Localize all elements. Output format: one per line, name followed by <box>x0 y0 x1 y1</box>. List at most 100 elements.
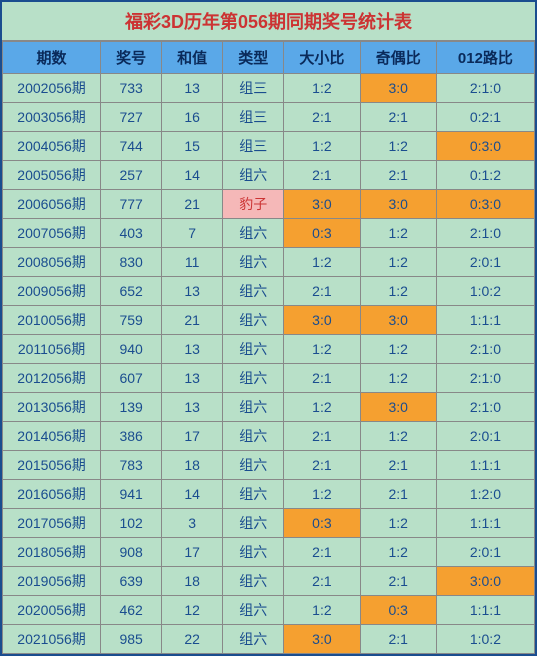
cell: 13 <box>162 393 223 422</box>
cell: 组六 <box>223 306 284 335</box>
table-body: 2002056期73313组三1:23:02:1:02003056期72716组… <box>3 74 535 654</box>
cell: 2012056期 <box>3 364 101 393</box>
cell: 2018056期 <box>3 538 101 567</box>
cell: 17 <box>162 422 223 451</box>
cell: 1:1:1 <box>436 451 534 480</box>
cell: 2:1 <box>284 161 360 190</box>
cell: 639 <box>101 567 162 596</box>
cell: 1:2 <box>360 538 436 567</box>
cell: 1:2 <box>360 509 436 538</box>
cell: 1:2 <box>360 277 436 306</box>
table-row: 2010056期75921组六3:03:01:1:1 <box>3 306 535 335</box>
cell: 139 <box>101 393 162 422</box>
cell: 2:1 <box>360 567 436 596</box>
cell: 2:1 <box>284 277 360 306</box>
cell: 13 <box>162 335 223 364</box>
cell: 908 <box>101 538 162 567</box>
cell: 652 <box>101 277 162 306</box>
cell: 2:1 <box>360 480 436 509</box>
cell: 0:3 <box>360 596 436 625</box>
cell: 783 <box>101 451 162 480</box>
cell: 1:2 <box>360 132 436 161</box>
cell: 1:2 <box>284 480 360 509</box>
cell: 2:1 <box>360 103 436 132</box>
cell: 2011056期 <box>3 335 101 364</box>
cell: 组三 <box>223 103 284 132</box>
cell: 组六 <box>223 364 284 393</box>
table-row: 2009056期65213组六2:11:21:0:2 <box>3 277 535 306</box>
cell: 1:0:2 <box>436 277 534 306</box>
table-row: 2006056期77721豹子3:03:00:3:0 <box>3 190 535 219</box>
cell: 2014056期 <box>3 422 101 451</box>
cell: 1:2 <box>284 596 360 625</box>
cell: 15 <box>162 132 223 161</box>
cell: 2:1:0 <box>436 364 534 393</box>
cell: 2007056期 <box>3 219 101 248</box>
cell: 3:0:0 <box>436 567 534 596</box>
cell: 2021056期 <box>3 625 101 654</box>
cell: 386 <box>101 422 162 451</box>
table-row: 2008056期83011组六1:21:22:0:1 <box>3 248 535 277</box>
cell: 2010056期 <box>3 306 101 335</box>
cell: 2:1:0 <box>436 74 534 103</box>
table-row: 2002056期73313组三1:23:02:1:0 <box>3 74 535 103</box>
cell: 2:0:1 <box>436 538 534 567</box>
table-row: 2007056期4037组六0:31:22:1:0 <box>3 219 535 248</box>
cell: 3:0 <box>360 306 436 335</box>
cell: 1:2 <box>284 335 360 364</box>
cell: 组六 <box>223 451 284 480</box>
cell: 0:3:0 <box>436 190 534 219</box>
cell: 2:0:1 <box>436 248 534 277</box>
table-row: 2020056期46212组六1:20:31:1:1 <box>3 596 535 625</box>
cell: 0:3 <box>284 219 360 248</box>
table-row: 2011056期94013组六1:21:22:1:0 <box>3 335 535 364</box>
cell: 1:1:1 <box>436 509 534 538</box>
header-type: 类型 <box>223 42 284 74</box>
cell: 744 <box>101 132 162 161</box>
table-row: 2012056期60713组六2:11:22:1:0 <box>3 364 535 393</box>
cell: 2:1 <box>284 103 360 132</box>
cell: 17 <box>162 538 223 567</box>
cell: 3:0 <box>360 74 436 103</box>
cell: 1:1:1 <box>436 306 534 335</box>
table-row: 2015056期78318组六2:12:11:1:1 <box>3 451 535 480</box>
cell: 13 <box>162 277 223 306</box>
cell: 2013056期 <box>3 393 101 422</box>
cell: 1:2 <box>360 422 436 451</box>
cell: 2004056期 <box>3 132 101 161</box>
cell: 940 <box>101 335 162 364</box>
cell: 组六 <box>223 277 284 306</box>
cell: 1:2 <box>284 74 360 103</box>
cell: 759 <box>101 306 162 335</box>
lottery-stats-table: 福彩3D历年第056期同期奖号统计表 期数 奖号 和值 类型 大小比 奇偶比 0… <box>0 0 537 656</box>
cell: 2:1 <box>360 161 436 190</box>
cell: 2008056期 <box>3 248 101 277</box>
cell: 1:2:0 <box>436 480 534 509</box>
cell: 3:0 <box>284 190 360 219</box>
cell: 2:1 <box>284 567 360 596</box>
cell: 0:3 <box>284 509 360 538</box>
header-row: 期数 奖号 和值 类型 大小比 奇偶比 012路比 <box>3 42 535 74</box>
cell: 组六 <box>223 248 284 277</box>
cell: 18 <box>162 567 223 596</box>
cell: 12 <box>162 596 223 625</box>
cell: 2020056期 <box>3 596 101 625</box>
cell: 组六 <box>223 538 284 567</box>
cell: 830 <box>101 248 162 277</box>
cell: 733 <box>101 74 162 103</box>
cell: 2006056期 <box>3 190 101 219</box>
header-sum: 和值 <box>162 42 223 74</box>
cell: 18 <box>162 451 223 480</box>
cell: 组六 <box>223 480 284 509</box>
cell: 3:0 <box>360 190 436 219</box>
cell: 2003056期 <box>3 103 101 132</box>
cell: 2016056期 <box>3 480 101 509</box>
cell: 组三 <box>223 74 284 103</box>
cell: 2005056期 <box>3 161 101 190</box>
cell: 2:1 <box>284 538 360 567</box>
cell: 组六 <box>223 393 284 422</box>
cell: 2:1 <box>284 451 360 480</box>
cell: 727 <box>101 103 162 132</box>
cell: 21 <box>162 190 223 219</box>
header-bigsmall: 大小比 <box>284 42 360 74</box>
